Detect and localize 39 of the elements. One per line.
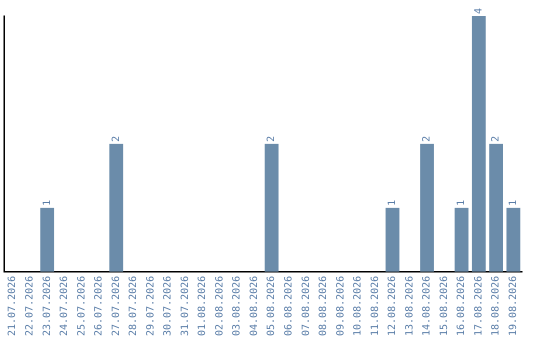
x-tick-label: 10.08.2026 — [352, 276, 364, 336]
x-tick-label: 31.07.2026 — [180, 276, 191, 336]
x-tick-label: 16.08.2026 — [456, 276, 468, 336]
x-tick-label: 01.08.2026 — [197, 276, 208, 336]
x-tick-label: 17.08.2026 — [473, 276, 484, 336]
data-label: 2 — [490, 136, 502, 142]
data-label: 1 — [508, 200, 519, 206]
x-tick-label: 27.07.2026 — [110, 276, 122, 336]
x-tick-label: 04.08.2026 — [248, 276, 260, 336]
x-tick-label: 08.08.2026 — [318, 276, 330, 336]
x-tick-label: 22.07.2026 — [24, 276, 36, 336]
x-tick-label: 15.08.2026 — [438, 276, 450, 336]
data-label: 1 — [387, 200, 398, 206]
x-tick-label: 06.08.2026 — [283, 276, 294, 336]
x-tick-label: 21.07.2026 — [7, 276, 18, 336]
x-tick-label: 07.08.2026 — [300, 276, 312, 336]
x-tick-label: 23.07.2026 — [42, 276, 53, 336]
x-tick-label: 18.08.2026 — [490, 276, 502, 336]
x-tick-label: 30.07.2026 — [162, 276, 174, 336]
x-tick-label: 26.07.2026 — [94, 276, 105, 336]
x-tick-label: 12.08.2026 — [387, 276, 398, 336]
x-tick-label: 24.07.2026 — [59, 276, 70, 336]
data-label: 4 — [473, 8, 484, 14]
x-tick-label: 05.08.2026 — [266, 276, 278, 336]
data-label: 2 — [422, 136, 433, 142]
x-tick-label: 25.07.2026 — [76, 276, 88, 336]
x-tick-label: 02.08.2026 — [214, 276, 226, 336]
x-tick-label: 11.08.2026 — [370, 276, 381, 336]
data-label: 1 — [456, 200, 468, 206]
data-label: 1 — [42, 200, 53, 206]
x-tick-label: 03.08.2026 — [232, 276, 243, 336]
x-tick-label: 28.07.2026 — [128, 276, 140, 336]
x-tick-label: 13.08.2026 — [404, 276, 416, 336]
x-tick-label: 09.08.2026 — [335, 276, 346, 336]
data-label: 2 — [110, 136, 122, 142]
data-label: 2 — [266, 136, 278, 142]
x-tick-label: 29.07.2026 — [145, 276, 156, 336]
x-tick-label: 19.08.2026 — [508, 276, 519, 336]
x-tick-label: 14.08.2026 — [422, 276, 433, 336]
